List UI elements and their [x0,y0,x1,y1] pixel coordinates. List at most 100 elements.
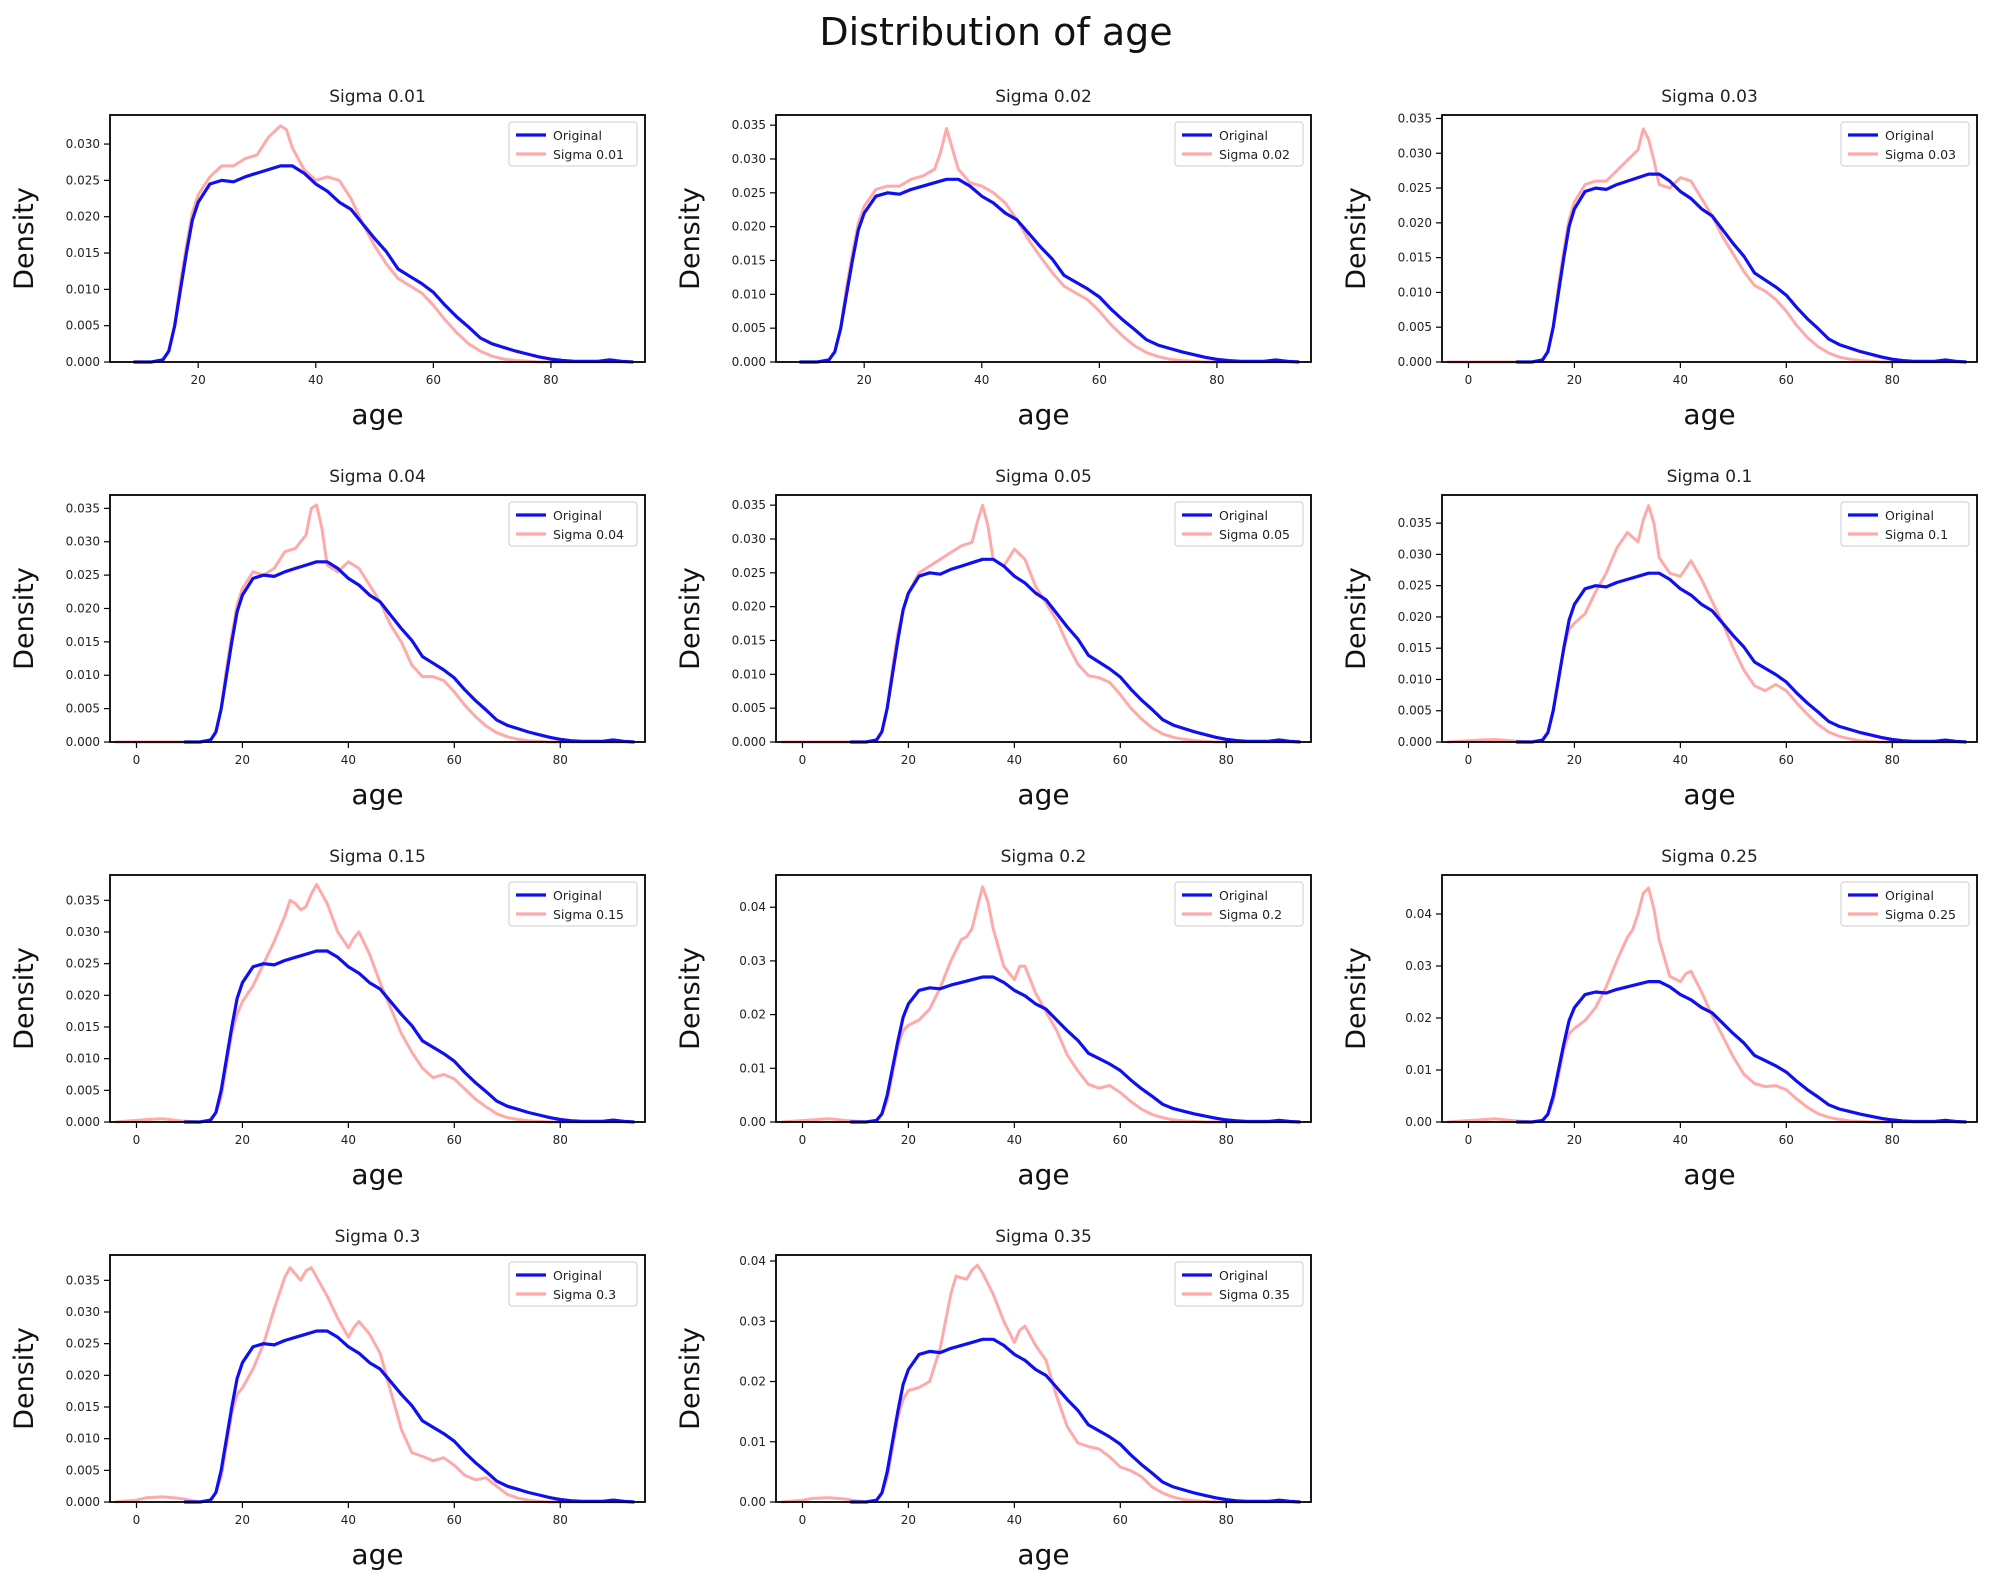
x-axis-label: age [351,1158,403,1191]
subplot: Sigma 0.03 0 20 40 60 80 0.000 0.005 0.010 0.015 0… [1337,77,1978,447]
subplot-title: Sigma 0.35 [995,1227,1092,1247]
y-tick-label: 0.010 [1398,285,1432,299]
legend-entry: Original [553,128,602,143]
y-tick-label: 0.025 [66,568,100,582]
subplot: Sigma 0.35 0 20 40 60 80 0.00 0.01 0.02 0.03 0.04 a… [671,1217,1312,1587]
x-tick-label: 80 [1885,753,1900,767]
subplot-title: Sigma 0.3 [335,1227,421,1247]
subplot: Sigma 0.04 0 20 40 60 80 0.000 0.005 0.010 0.015 0… [5,457,646,827]
y-tick-label: 0.020 [66,988,100,1002]
y-tick-label: 0.010 [66,282,100,296]
subplot-svg: Sigma 0.3 0 20 40 60 80 0.000 0.005 0.010 0.015 0.… [9,1227,646,1571]
y-tick-label: 0.04 [739,900,766,914]
original-density-line [850,557,1301,744]
legend-entry: Sigma 0.02 [1219,147,1290,162]
y-tick-label: 0.035 [66,893,100,907]
axes-frame [775,114,1312,363]
y-axis-label: Density [9,567,40,670]
legend-entry: Original [553,508,602,523]
axes-frame [1441,494,1978,743]
y-axis-label: Density [1341,187,1372,290]
x-tick-label: 0 [1465,1133,1473,1147]
subplot-title: Sigma 0.2 [1001,847,1087,867]
y-tick-label: 0.035 [1398,111,1432,125]
legend-entry: Original [553,888,602,903]
x-tick-label: 60 [1092,373,1107,387]
y-tick-label: 0.030 [66,1305,100,1319]
y-tick-label: 0.000 [66,735,100,749]
y-tick-label: 0.000 [1398,735,1432,749]
y-tick-label: 0.010 [1398,672,1432,686]
y-tick-label: 0.015 [66,246,100,260]
subplot-svg: Sigma 0.03 0 20 40 60 80 0.000 0.005 0.010 0.015 0… [1341,87,1978,431]
y-tick-label: 0.000 [1398,355,1432,369]
x-tick-label: 0 [799,753,807,767]
subplot-title: Sigma 0.05 [995,467,1092,487]
x-axis-label: age [1017,398,1069,431]
x-tick-label: 60 [1779,1133,1794,1147]
x-axis-label: age [351,1538,403,1571]
legend-entry: Sigma 0.3 [553,1287,616,1302]
x-tick-label: 80 [1219,753,1234,767]
y-tick-label: 0.025 [1398,579,1432,593]
subplot-svg: Sigma 0.1 0 20 40 60 80 0.000 0.005 0.010 0.015 0.… [1341,467,1978,811]
x-tick-label: 80 [1885,373,1900,387]
original-density-line [184,560,635,744]
y-tick-label: 0.020 [732,220,766,234]
original-density-line [184,949,635,1124]
y-tick-label: 0.01 [1405,1063,1432,1077]
x-tick-label: 40 [1007,1133,1022,1147]
x-tick-label: 20 [1567,753,1582,767]
legend-entry: Sigma 0.2 [1219,907,1282,922]
y-axis-label: Density [675,1327,706,1430]
y-tick-label: 0.02 [739,1008,766,1022]
y-tick-label: 0.000 [66,355,100,369]
legend-entry: Sigma 0.1 [1885,527,1948,542]
y-tick-label: 0.015 [1398,251,1432,265]
legend-entry: Original [553,1268,602,1283]
x-tick-label: 0 [1465,753,1473,767]
y-axis-label: Density [1341,947,1372,1050]
x-tick-label: 80 [553,1513,568,1527]
axes-frame [775,494,1312,743]
subplot-svg: Sigma 0.2 0 20 40 60 80 0.00 0.01 0.02 0.03 0.04 ag… [675,847,1312,1191]
x-tick-label: 0 [133,1513,141,1527]
subplot-svg: Sigma 0.15 0 20 40 60 80 0.000 0.005 0.010 0.015 0… [9,847,646,1191]
subplot-title: Sigma 0.1 [1667,467,1753,487]
x-axis-label: age [351,398,403,431]
x-tick-label: 20 [1567,1133,1582,1147]
x-tick-label: 40 [341,753,356,767]
y-tick-label: 0.000 [66,1115,100,1129]
original-density-line [850,1337,1301,1504]
legend-entry: Sigma 0.25 [1885,907,1956,922]
y-tick-label: 0.015 [66,635,100,649]
subplot-svg: Sigma 0.05 0 20 40 60 80 0.000 0.005 0.010 0.015 0… [675,467,1312,811]
y-tick-label: 0.04 [739,1254,766,1268]
subplot: Sigma 0.2 0 20 40 60 80 0.00 0.01 0.02 0.03 0.04 ag… [671,837,1312,1207]
y-tick-label: 0.035 [66,1273,100,1287]
x-tick-label: 20 [857,373,872,387]
x-tick-label: 40 [1673,1133,1688,1147]
x-tick-label: 40 [974,373,989,387]
y-tick-label: 0.030 [66,925,100,939]
legend-entry: Original [1885,508,1934,523]
y-tick-label: 0.00 [1405,1115,1432,1129]
y-axis-label: Density [1341,567,1372,670]
y-axis-label: Density [675,187,706,290]
subplot: Sigma 0.01 20 40 60 80 0.000 0.005 0.010 0.015 0.… [5,77,646,447]
x-tick-label: 20 [235,1133,250,1147]
x-tick-label: 20 [901,1513,916,1527]
y-tick-label: 0.030 [66,535,100,549]
y-tick-label: 0.000 [66,1495,100,1509]
x-axis-label: age [1683,1158,1735,1191]
x-tick-label: 60 [447,1133,462,1147]
x-tick-label: 80 [1885,1133,1900,1147]
y-tick-label: 0.020 [66,1368,100,1382]
x-tick-label: 0 [799,1513,807,1527]
x-tick-label: 40 [1007,753,1022,767]
y-tick-label: 0.020 [66,601,100,615]
legend-entry: Sigma 0.05 [1219,527,1290,542]
y-tick-label: 0.005 [732,321,766,335]
y-tick-label: 0.010 [66,1052,100,1066]
